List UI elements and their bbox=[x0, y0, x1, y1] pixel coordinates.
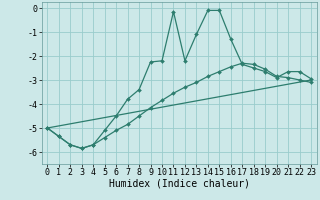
X-axis label: Humidex (Indice chaleur): Humidex (Indice chaleur) bbox=[109, 179, 250, 189]
